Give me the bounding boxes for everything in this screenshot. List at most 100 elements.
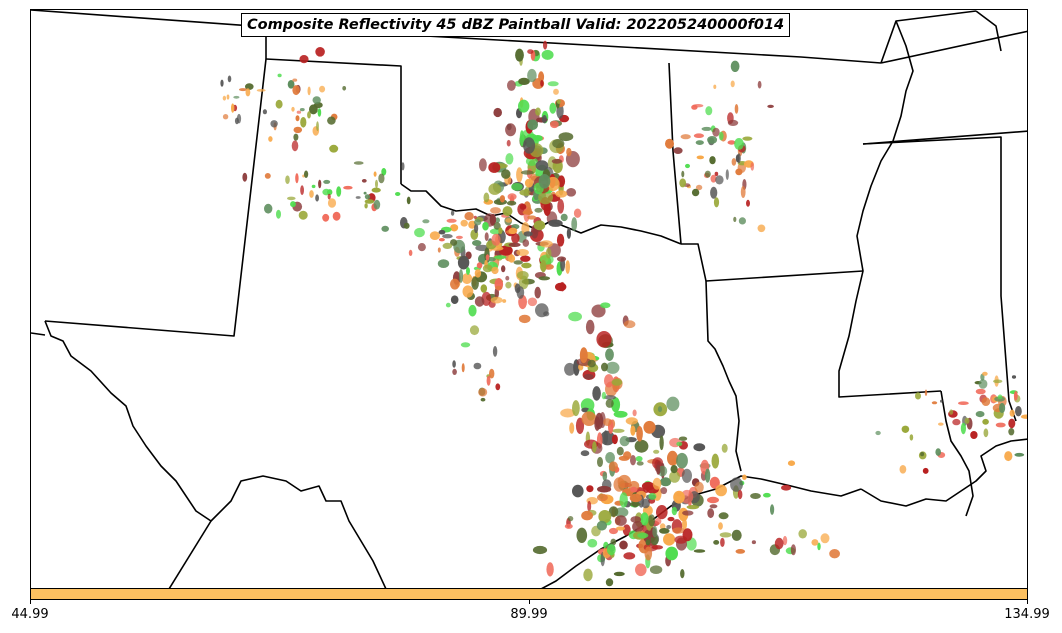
reflectivity-blob xyxy=(318,179,322,189)
reflectivity-blob xyxy=(464,212,474,221)
reflectivity-blob xyxy=(671,506,678,516)
reflectivity-blob xyxy=(501,265,506,273)
reflectivity-blob xyxy=(718,131,724,141)
paintball-blobs xyxy=(220,15,1027,587)
reflectivity-blob xyxy=(242,172,248,182)
reflectivity-blob xyxy=(920,452,925,457)
reflectivity-blob xyxy=(307,111,311,119)
reflectivity-blob xyxy=(682,510,694,516)
reflectivity-blob xyxy=(371,187,381,193)
reflectivity-blob xyxy=(571,217,578,232)
reflectivity-blob xyxy=(527,68,537,83)
reflectivity-blob xyxy=(603,418,612,426)
mexico-state-border xyxy=(31,332,46,336)
reflectivity-blob xyxy=(473,219,482,226)
reflectivity-blob xyxy=(829,549,840,559)
reflectivity-blob xyxy=(899,465,907,474)
new-mexico-north-border xyxy=(265,58,402,184)
reflectivity-blob xyxy=(667,450,678,466)
colorbar-tick-middle xyxy=(529,600,530,604)
reflectivity-blob xyxy=(763,492,771,498)
reflectivity-blob xyxy=(322,188,331,196)
reflectivity-blob xyxy=(521,262,532,269)
reflectivity-blob xyxy=(480,397,486,402)
reflectivity-blob xyxy=(735,168,743,176)
reflectivity-blob xyxy=(594,416,601,431)
reflectivity-blob xyxy=(532,135,543,142)
reflectivity-blob xyxy=(513,260,523,265)
reflectivity-blob xyxy=(713,84,717,90)
reflectivity-blob xyxy=(540,80,544,87)
reflectivity-blob xyxy=(695,184,703,191)
map-title: Composite Reflectivity 45 dBZ Paintball … xyxy=(241,13,791,37)
reflectivity-blob xyxy=(711,453,720,469)
reflectivity-blob xyxy=(735,549,746,554)
reflectivity-blob xyxy=(604,374,614,388)
reflectivity-blob xyxy=(474,223,479,234)
reflectivity-blob xyxy=(560,213,568,222)
reflectivity-blob xyxy=(506,200,517,206)
reflectivity-blob xyxy=(495,217,500,223)
reflectivity-blob xyxy=(329,144,339,153)
reflectivity-blob xyxy=(468,304,477,317)
reflectivity-blob xyxy=(375,179,378,189)
reflectivity-blob xyxy=(659,528,670,534)
reflectivity-blob xyxy=(656,505,668,520)
reflectivity-blob xyxy=(629,493,642,503)
reflectivity-blob xyxy=(623,552,636,560)
reflectivity-blob xyxy=(737,489,743,500)
reflectivity-blob xyxy=(641,498,650,509)
reflectivity-blob xyxy=(222,95,227,101)
reflectivity-blob xyxy=(566,188,577,197)
reflectivity-blob xyxy=(327,193,331,200)
reflectivity-blob xyxy=(264,203,273,214)
reflectivity-blob xyxy=(623,451,632,460)
reflectivity-blob xyxy=(534,286,541,299)
louisiana-coast xyxy=(860,438,1027,507)
reflectivity-blob xyxy=(268,136,273,142)
reflectivity-blob xyxy=(695,140,704,146)
reflectivity-blob xyxy=(363,191,367,195)
reflectivity-blob xyxy=(938,422,944,426)
reflectivity-blob xyxy=(417,243,426,252)
reflectivity-blob xyxy=(731,158,737,166)
reflectivity-blob xyxy=(586,485,594,493)
reflectivity-blob xyxy=(567,516,574,522)
reflectivity-blob xyxy=(707,508,715,519)
reflectivity-blob xyxy=(479,158,487,172)
mississippi-river-border xyxy=(838,20,942,398)
reflectivity-blob xyxy=(452,360,456,368)
reflectivity-blob xyxy=(922,467,929,474)
reflectivity-blob xyxy=(606,544,616,556)
reflectivity-blob xyxy=(601,362,608,372)
reflectivity-blob xyxy=(323,179,331,184)
colorbar-tick-label-min: 44.99 xyxy=(11,607,49,622)
reflectivity-blob xyxy=(617,474,631,489)
reflectivity-blob xyxy=(287,80,295,89)
reflectivity-blob xyxy=(649,565,663,574)
reflectivity-blob xyxy=(600,302,611,309)
reflectivity-blob xyxy=(541,115,547,124)
reflectivity-blob xyxy=(461,273,473,284)
reflectivity-blob xyxy=(474,269,482,278)
reflectivity-blob xyxy=(505,123,517,137)
reflectivity-blob xyxy=(619,540,628,550)
reflectivity-blob xyxy=(549,102,557,114)
reflectivity-blob xyxy=(660,487,668,495)
reflectivity-blob xyxy=(518,77,530,85)
reflectivity-blob xyxy=(227,75,232,83)
reflectivity-blob xyxy=(727,119,739,126)
reflectivity-blob xyxy=(482,221,489,231)
oklahoma-arkansas-border xyxy=(668,62,682,245)
reflectivity-blob xyxy=(564,362,576,376)
reflectivity-blob xyxy=(714,171,719,177)
reflectivity-blob xyxy=(915,392,921,400)
reflectivity-blob xyxy=(817,542,821,551)
reflectivity-blob xyxy=(245,83,254,90)
reflectivity-blob xyxy=(709,156,716,165)
reflectivity-blob xyxy=(596,331,612,348)
reflectivity-blob xyxy=(292,78,298,82)
reflectivity-blob xyxy=(727,140,736,145)
reflectivity-blob xyxy=(644,546,653,561)
reflectivity-blob xyxy=(482,264,493,273)
